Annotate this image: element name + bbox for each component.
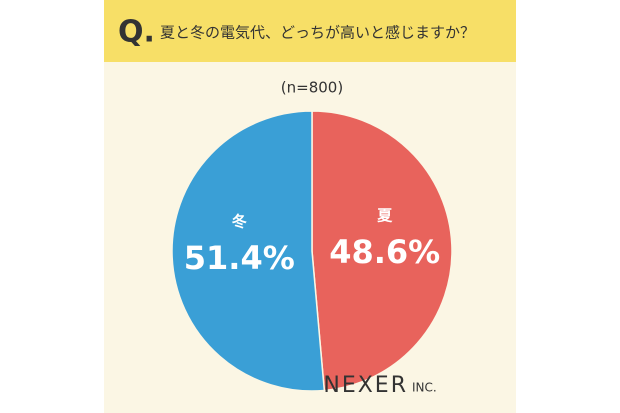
header [104,0,516,62]
logo-brand: NEXER [323,373,408,398]
question-mark: Q. [118,15,155,50]
chart-subtitle: (n=800) [281,79,343,97]
slice-value-label: 48.6% [329,233,440,271]
pie-slice [311,110,453,392]
pie-slice [171,110,326,392]
slice-value-label: 51.4% [184,239,295,277]
slice-category: 冬 [232,213,247,231]
logo-suffix: INC. [412,381,437,395]
slice-category: 夏 [376,206,393,224]
chart-title: 夏と冬の電気代、どっちが高いと感じますか？ [160,24,475,42]
pie: 夏 48.6% 冬 51.4% [171,110,453,392]
